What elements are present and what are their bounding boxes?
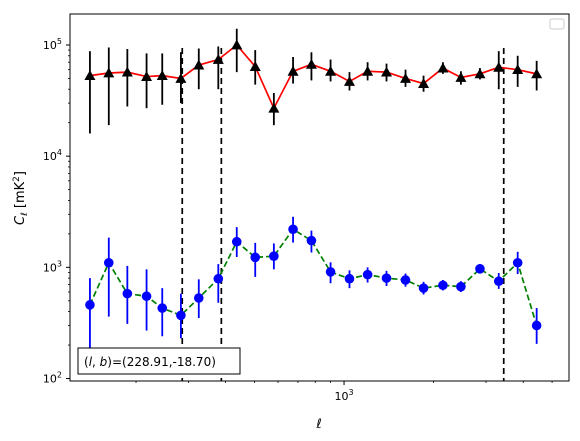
series-1-point-9 [250,252,261,263]
legend-box [549,18,565,30]
series-1-point-23 [512,257,523,268]
y-tick-label-2: 104 [43,148,62,163]
vertical-dashed-lines [181,48,505,381]
series-1-point-12 [306,235,317,246]
series-1-point-10 [269,251,279,261]
series-0-point-4 [156,70,168,81]
y-axis-label: Cℓ [mK2] [12,171,30,225]
series-1-point-24 [531,320,542,331]
series-1-point-8 [231,236,242,247]
series-0-point-10 [268,102,280,113]
series-0-point-11 [287,65,299,76]
series-1-point-22 [493,276,504,287]
series-1-point-13 [325,267,336,277]
series-0-point-22 [493,61,505,72]
series-1-point-14 [344,273,355,284]
series-0-point-9 [249,61,261,71]
series-0-point-3 [141,71,153,81]
series-0-point-0 [84,70,96,81]
axis-ticks: 102 103 104 105 103 [43,37,553,403]
series-layer [84,28,543,351]
series-0-point-18 [418,78,430,88]
series-1-point-7 [213,273,224,284]
series-1-point-11 [288,224,298,235]
series-0-point-20 [455,72,467,82]
annotation-text: (l, b)=(228.91,-18.70) [84,355,216,369]
y-tick-label-3: 105 [43,37,62,52]
series-0-point-17 [400,72,412,83]
series-0-point-6 [193,59,205,70]
y-tick-label-1: 103 [43,259,62,274]
series-1-point-21 [475,264,485,274]
series-0-point-5 [175,72,187,83]
series-1-point-0 [85,300,95,310]
y-tick-label-0: 102 [43,371,62,386]
svg-text:Cℓ [mK2]: Cℓ [mK2] [12,171,30,225]
series-1-point-4 [157,303,168,313]
series-1-point-17 [400,275,411,285]
series-0-point-1 [103,67,115,78]
series-1-point-20 [456,281,466,292]
series-1-point-15 [362,269,373,280]
series-1 [85,216,542,351]
series-1-point-2 [122,288,133,299]
series-1-point-18 [418,283,429,293]
series-0-point-12 [305,58,317,69]
series-1-point-3 [141,291,152,302]
series-0-point-14 [343,75,355,86]
series-0-point-8 [231,39,243,50]
series-0-point-2 [121,66,133,77]
series-1-point-16 [381,273,392,283]
series-0 [84,28,543,134]
series-0-point-16 [381,66,393,77]
series-0-point-13 [325,65,337,76]
series-0-point-7 [212,54,224,64]
series-1-point-6 [193,293,204,303]
series-0-point-19 [437,62,449,73]
annotation-box: (l, b)=(228.91,-18.70) [77,347,241,375]
series-0-point-15 [362,65,374,76]
x-axis-label: ℓ [315,417,321,432]
series-0-point-24 [531,68,543,79]
series-1-point-1 [103,257,114,268]
series-1-point-19 [438,280,448,291]
x-tick-label-0: 103 [334,388,353,403]
plot-frame [69,13,570,382]
series-0-point-23 [512,64,524,75]
series-0-point-21 [474,68,486,79]
series-1-point-5 [176,310,186,321]
